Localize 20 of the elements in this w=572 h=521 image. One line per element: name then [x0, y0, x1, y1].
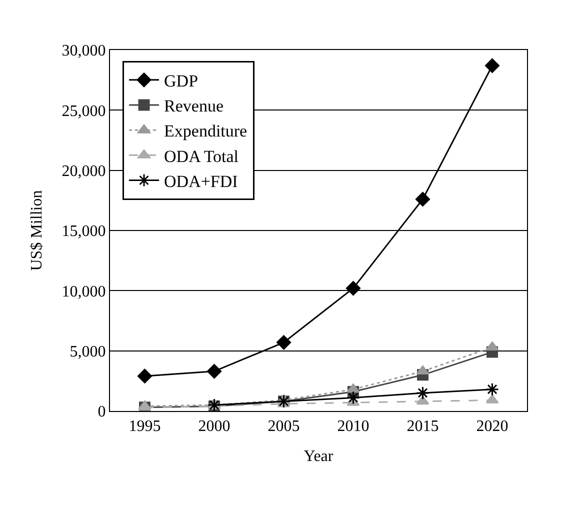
legend-label: Revenue [164, 96, 224, 116]
x-tick-label: 2015 [406, 418, 439, 436]
x-tick-label: 1995 [128, 418, 161, 436]
x-axis-title: Year [304, 448, 334, 465]
y-tick-label: 30,000 [62, 42, 106, 60]
y-tick-label: 0 [98, 404, 106, 421]
legend-label: Expenditure [164, 122, 248, 141]
y-axis-title: US$ Million [28, 190, 46, 271]
x-tick-label: 2000 [198, 418, 230, 436]
x-tick-label: 2010 [337, 418, 370, 436]
legend-label: GDP [164, 72, 198, 91]
y-tick-label: 10,000 [62, 283, 106, 300]
legend-label: ODA+FDI [164, 172, 238, 191]
x-tick-label: 2005 [268, 418, 300, 436]
y-tick-label: 5,000 [70, 343, 106, 360]
x-tick-label: 2020 [476, 418, 508, 436]
y-tick-label: 20,000 [62, 162, 106, 180]
y-tick-label: 25,000 [62, 102, 106, 120]
y-tick-label: 15,000 [62, 223, 106, 240]
legend-label: ODA Total [164, 146, 239, 166]
